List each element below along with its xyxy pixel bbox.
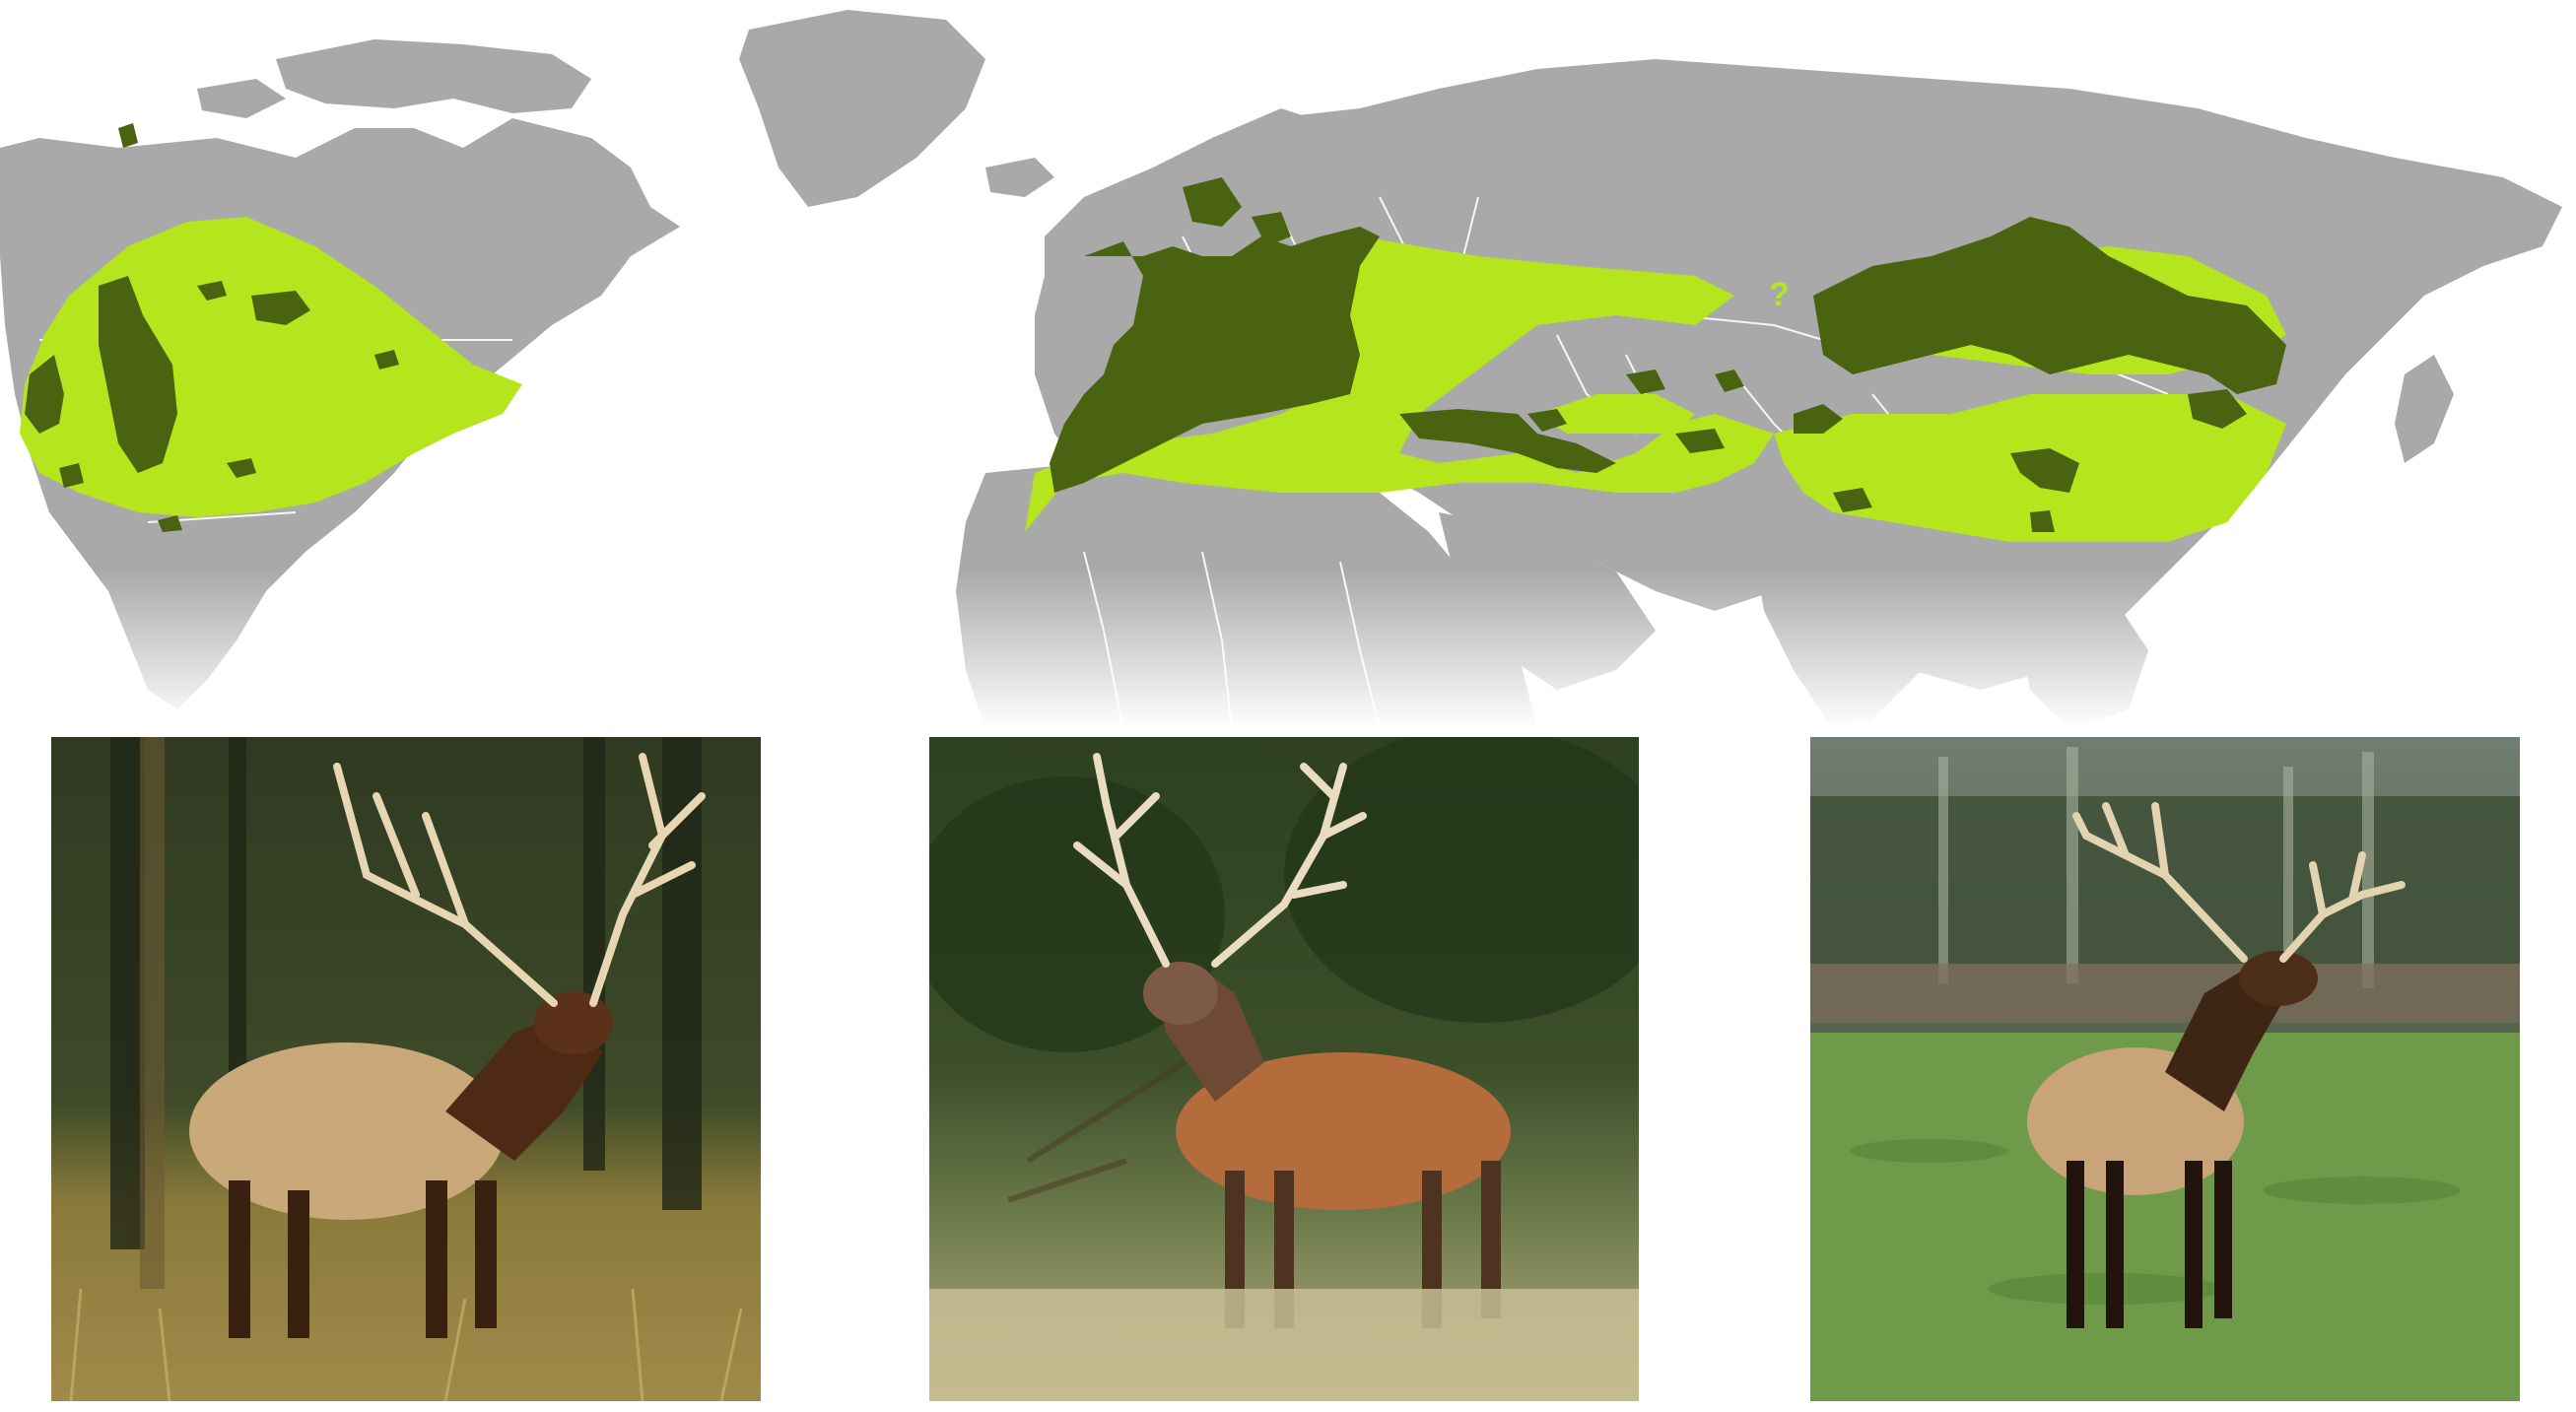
photo-bull-elk-forest	[51, 737, 761, 1401]
red-deer-illustration	[929, 737, 1639, 1401]
map-fade	[0, 0, 2576, 729]
elk-forest-illustration	[51, 737, 761, 1401]
range-map-svg: ?	[0, 0, 2576, 729]
range-map: ?	[0, 0, 2576, 729]
photo-elk-meadow	[1810, 737, 2520, 1401]
elk-meadow-illustration	[1810, 737, 2520, 1401]
photo-red-deer-stag	[929, 737, 1639, 1401]
